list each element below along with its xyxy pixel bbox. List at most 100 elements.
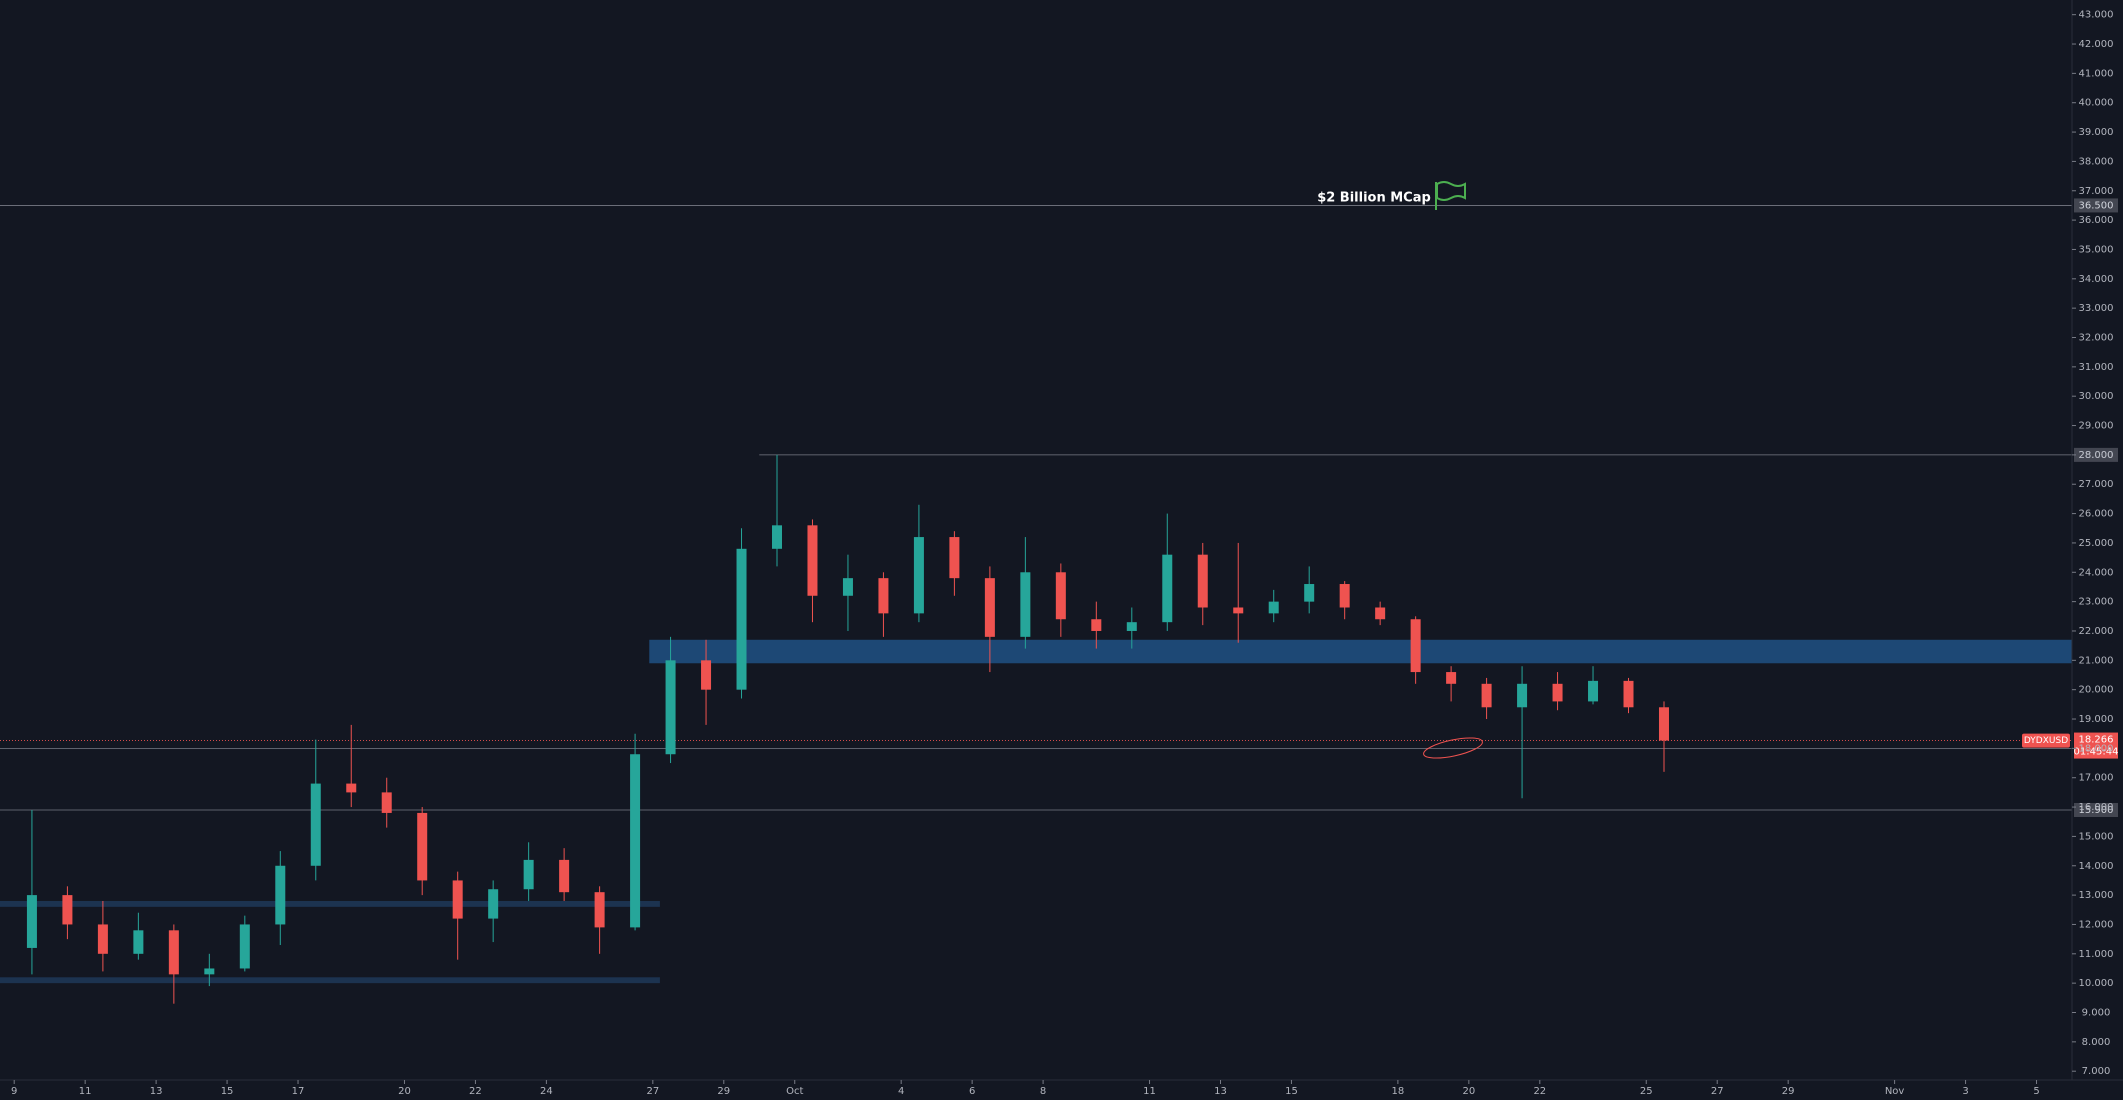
candle-body [984,578,995,637]
candle-body [701,660,712,690]
candle-body [630,754,641,928]
x-tick-label: 9 [11,1086,17,1097]
y-tick-label: 17.000 [2079,773,2114,784]
level-tag [2074,447,2118,462]
y-tick-label: 42.000 [2079,39,2114,50]
x-tick-label: Oct [786,1086,803,1097]
x-tick-label: 29 [717,1086,730,1097]
x-tick-label: 4 [898,1086,904,1097]
candle-body [275,865,286,925]
x-tick-label: 22 [1533,1086,1546,1097]
candle-body [1304,584,1315,602]
y-tick-label: 19.000 [2079,714,2114,725]
candle-body [559,859,570,893]
candle-body [26,895,37,948]
x-tick-label: 3 [1962,1086,1968,1097]
x-tick-label: 22 [469,1086,482,1097]
y-tick-label: 7.000 [2082,1066,2111,1077]
flag-icon [1435,181,1466,210]
candle-body [1517,683,1528,708]
zone [649,639,2073,664]
y-tick-label: 37.000 [2079,186,2114,197]
symbol-tag [2022,733,2070,748]
candle-body [1410,619,1421,673]
y-tick-label: 14.000 [2079,861,2114,872]
candle-body [913,537,924,614]
x-tick-label: 29 [1782,1086,1795,1097]
y-tick-label: 35.000 [2079,244,2114,255]
candle-body [452,880,463,919]
y-tick-label: 33.000 [2079,303,2114,314]
x-tick-label: 27 [1711,1086,1724,1097]
price-tag-label: 18.266 [2079,735,2114,746]
y-tick-label: 32.000 [2079,333,2114,344]
y-tick-label: 9.000 [2082,1008,2111,1019]
x-tick-label: 15 [221,1086,234,1097]
y-tick-label: 23.000 [2079,597,2114,608]
y-tick-label: 18.000 [2079,743,2114,754]
y-tick-label: 26.000 [2079,509,2114,520]
x-tick-label: 13 [150,1086,163,1097]
candle-body [1623,680,1634,708]
y-tick-label: 22.000 [2079,626,2114,637]
candle-body [1375,607,1386,620]
candle-body [1588,680,1599,702]
level-tag-label: 28.000 [2079,450,2114,461]
y-tick-label: 16.000 [2079,802,2114,813]
y-tick-label: 38.000 [2079,156,2114,167]
candle-body [878,578,889,614]
y-tick-label: 43.000 [2079,10,2114,21]
candle-body [1552,683,1563,702]
candle-body [523,859,534,890]
x-tick-label: 11 [79,1086,92,1097]
level-tag [2074,803,2118,817]
x-tick-label: 13 [1214,1086,1227,1097]
candle-body [417,812,428,881]
y-tick-label: 31.000 [2079,362,2114,373]
y-tick-label: 11.000 [2079,949,2114,960]
x-tick-label: 20 [1462,1086,1475,1097]
drawn-ellipse [1423,737,1483,759]
y-tick-label: 30.000 [2079,391,2114,402]
symbol-label: DYDXUSD [2024,736,2068,746]
candle-body [594,892,605,928]
candle-body [772,525,782,549]
candle-body [381,792,392,813]
candle-body [736,548,747,690]
y-tick-label: 12.000 [2079,919,2114,930]
x-tick-label: 20 [398,1086,411,1097]
candle-body [239,924,250,969]
zone [0,900,660,907]
candle-body [310,783,321,866]
x-tick-label: 25 [1640,1086,1653,1097]
candle-body [97,924,108,954]
y-tick-label: 20.000 [2079,685,2114,696]
x-tick-label: 24 [540,1086,553,1097]
candle-body [168,930,179,975]
x-tick-label: 17 [292,1086,305,1097]
candle-body [1126,622,1137,631]
y-tick-label: 10.000 [2079,978,2114,989]
y-tick-label: 8.000 [2082,1037,2111,1048]
x-tick-label: Nov [1885,1086,1905,1097]
plot-layer [0,205,2073,1004]
candle-body [1091,619,1102,631]
x-tick-label: 11 [1143,1086,1156,1097]
level-tag-label: 15.900 [2079,805,2114,816]
candle-body [842,578,853,596]
y-tick-label: 27.000 [2079,479,2114,490]
y-tick-label: 29.000 [2079,421,2114,432]
countdown-label: 01:45:44 [2074,747,2119,758]
candle-body [1020,572,1031,637]
y-tick-label: 28.000 [2079,450,2114,461]
x-tick-label: 18 [1392,1086,1405,1097]
zone [0,977,660,984]
y-tick-label: 36.000 [2079,215,2114,226]
candle-body [1446,672,1457,684]
y-tick-label: 41.000 [2079,68,2114,79]
x-tick-label: 8 [1040,1086,1046,1097]
candle-body [1055,572,1066,620]
